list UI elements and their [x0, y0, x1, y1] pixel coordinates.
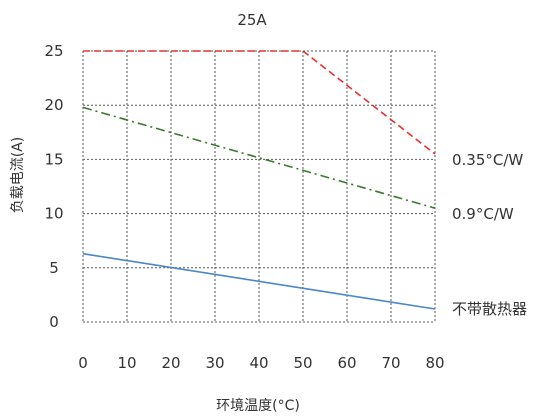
- y-axis-ticks: 0 5 10 15 20 25: [44, 42, 63, 331]
- x-tick-label: 20: [161, 354, 180, 372]
- x-tick-label: 60: [337, 354, 356, 372]
- series-line: [82, 106, 436, 209]
- series-label: 0.35°C/W: [452, 151, 523, 169]
- y-tick-label: 25: [44, 42, 63, 60]
- x-tick-label: 10: [117, 354, 136, 372]
- y-tick-label: 15: [44, 150, 63, 168]
- series-line: [82, 252, 436, 310]
- y-tick-label: 0: [49, 313, 59, 331]
- series-labels: 0.35°C/W 0.9°C/W 不带散热器: [452, 151, 527, 318]
- series-lines: [82, 50, 436, 310]
- x-tick-label: 80: [425, 354, 444, 372]
- x-axis-label: 环境温度(°C): [216, 398, 300, 414]
- y-tick-label: 10: [44, 205, 63, 223]
- x-tick-label: 70: [381, 354, 400, 372]
- x-tick-label: 40: [249, 354, 268, 372]
- x-tick-label: 0: [78, 354, 88, 372]
- x-axis-ticks: 0 10 20 30 40 50 60 70 80: [78, 354, 444, 372]
- grid: [82, 50, 436, 323]
- y-tick-label: 5: [49, 259, 59, 277]
- x-tick-label: 50: [293, 354, 312, 372]
- series-label: 0.9°C/W: [452, 205, 514, 223]
- y-axis-label: 负载电流(A): [10, 137, 26, 214]
- series-label: 不带散热器: [452, 300, 527, 318]
- y-tick-label: 20: [44, 96, 63, 114]
- series-line: [83, 50, 436, 155]
- chart-title: 25A: [237, 11, 267, 29]
- x-tick-label: 30: [205, 354, 224, 372]
